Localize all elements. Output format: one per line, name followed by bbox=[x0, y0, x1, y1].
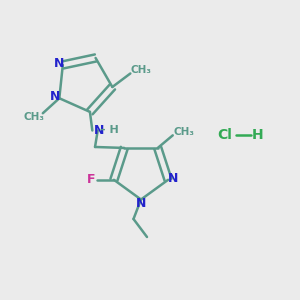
Text: F: F bbox=[87, 173, 96, 186]
Text: N: N bbox=[136, 197, 146, 210]
Text: CH₃: CH₃ bbox=[173, 127, 194, 137]
Text: N: N bbox=[94, 124, 104, 137]
Text: N: N bbox=[50, 90, 61, 103]
Text: Cl: Cl bbox=[218, 128, 232, 142]
Text: CH₃: CH₃ bbox=[24, 112, 45, 122]
Text: N: N bbox=[168, 172, 179, 185]
Text: H: H bbox=[252, 128, 264, 142]
Text: CH₃: CH₃ bbox=[130, 65, 151, 76]
Text: – H: – H bbox=[100, 125, 119, 136]
Text: N: N bbox=[54, 57, 64, 70]
